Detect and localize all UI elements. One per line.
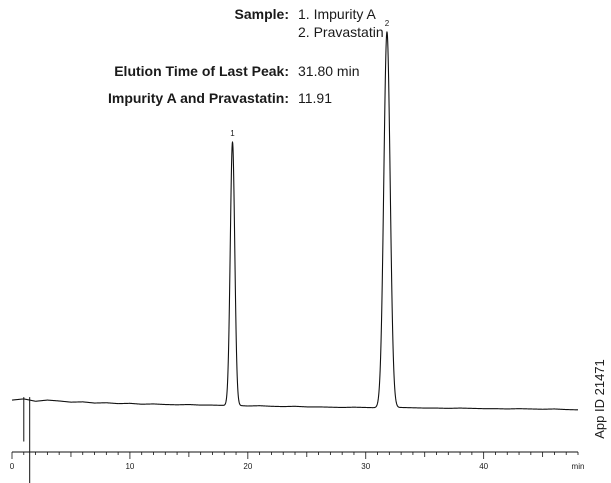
info-value-impurity-a: 1. Impurity A [298, 6, 376, 22]
x-tick-label-20: 20 [243, 462, 252, 471]
peak-label-2: 2 [385, 19, 390, 28]
x-tick-label-10: 10 [125, 462, 134, 471]
info-label-sample: Sample: [235, 6, 289, 22]
info-value-resolution: 11.91 [298, 90, 332, 106]
x-unit-label: min [572, 462, 585, 471]
plot-area: 120 10 20 30 40 min [10, 19, 585, 483]
x-tick-label-0: 0 [10, 462, 15, 471]
info-value-pravastatin: 2. Pravastatin [298, 24, 384, 40]
info-label-resolution: Impurity A and Pravastatin: [108, 90, 289, 106]
sample-info: Sample: 1. Impurity A 2. Pravastatin Elu… [108, 6, 384, 106]
x-tick-label-40: 40 [479, 462, 488, 471]
info-value-elution-time: 31.80 min [298, 63, 359, 79]
x-tick-label-30: 30 [361, 462, 370, 471]
app-id-label: App ID 21471 [592, 359, 607, 439]
peak-label-1: 1 [230, 129, 235, 138]
chromatogram-trace [11, 31, 579, 411]
info-label-elution-time: Elution Time of Last Peak: [114, 63, 289, 79]
